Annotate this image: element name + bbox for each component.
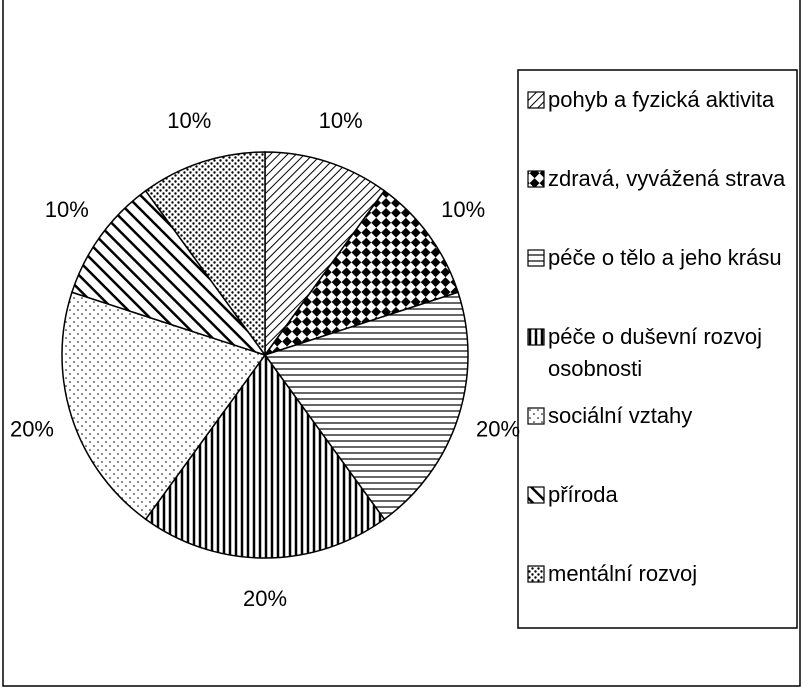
legend: pohyb a fyzická aktivita zdravá, vyvážená… [527,87,786,586]
legend-swatch [527,407,545,425]
legend-label: pohyb a fyzická aktivita [548,87,775,112]
pie: 10% 10% 20% 20% 20% 10% 10% [10,108,520,611]
legend-box [517,69,798,629]
pie-slice [144,151,266,358]
legend-swatch [527,91,545,109]
data-label: 20% [10,417,54,442]
legend-entry: zdravá, vyvážená strava [548,166,786,191]
legend-entry: sociální vztahy [548,403,693,428]
legend-label: mentální rozvoj [548,561,698,586]
data-label: 10% [441,197,485,222]
legend-swatch [527,565,545,583]
legend-swatch [527,170,545,188]
legend-entry: pohyb a fyzická aktivita [548,87,775,112]
pie-slice [263,189,460,357]
legend-label: sociální vztahy [548,403,693,428]
data-label: 10% [45,197,89,222]
legend-label: péče o duševní rozvoj osobnosti [548,324,763,381]
pie-slice [70,189,267,357]
data-label: 20% [243,586,287,611]
pie-slice [264,151,386,358]
legend-swatch [527,486,545,504]
data-label: 10% [167,108,211,133]
legend-entry: péče o duševní rozvoj osobnosti [548,324,763,381]
legend-entry: péče o tělo a jeho krásu [548,245,782,270]
legend-label: zdravá, vyvážená strava [548,166,786,191]
legend-label: péče o tělo a jeho krásu [548,245,782,270]
legend-entry: příroda [548,482,618,507]
legend-swatch [527,249,545,267]
legend-swatch [527,328,545,346]
data-label: 10% [319,108,363,133]
pie-slice [144,353,386,559]
pie-slice [263,291,469,521]
pie-slice [61,291,267,521]
data-label: 20% [476,417,520,442]
legend-entry: mentální rozvoj [548,561,698,586]
legend-label: příroda [548,482,618,507]
